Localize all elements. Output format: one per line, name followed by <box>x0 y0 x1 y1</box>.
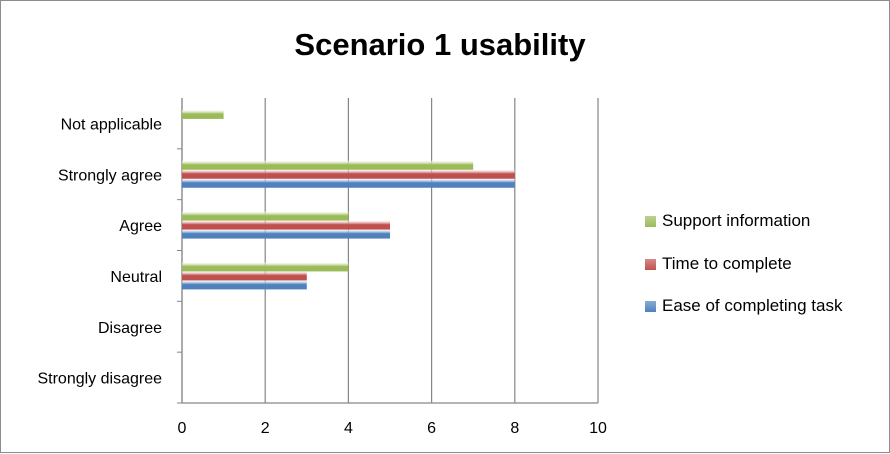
legend-item-time-to-complete: Time to complete <box>645 254 792 274</box>
y-tick-label-agree: Agree <box>119 218 162 235</box>
bar-support-information-strongly-agree <box>182 160 474 170</box>
legend-item-support-information: Support information <box>645 211 810 231</box>
legend-label-time-to-complete: Time to complete <box>662 254 792 273</box>
legend-label-ease-of-completing-task: Ease of completing task <box>662 296 843 315</box>
legend-swatch-time-to-complete <box>645 258 656 270</box>
y-tick-label-strongly-agree: Strongly agree <box>58 167 162 184</box>
bar-time-to-complete-agree <box>182 220 390 230</box>
x-tick-label-8: 8 <box>510 420 519 437</box>
y-tick-label-neutral: Neutral <box>110 269 162 286</box>
legend-swatch-ease-of-completing-task <box>645 300 656 312</box>
x-tick-label-10: 10 <box>589 420 607 437</box>
bar-time-to-complete-neutral <box>182 271 307 281</box>
bar-ease-of-completing-task-agree <box>182 229 390 239</box>
bar-time-to-complete-strongly-agree <box>182 169 515 179</box>
x-tick-label-2: 2 <box>261 420 270 437</box>
legend-swatch-support-information <box>645 215 656 227</box>
y-tick-label-not-applicable: Not applicable <box>61 116 163 133</box>
x-tick-label-6: 6 <box>427 420 436 437</box>
chart-title: Scenario 1 usability <box>294 27 586 62</box>
legend-item-ease-of-completing-task: Ease of completing task <box>645 296 842 316</box>
legend-label-support-information: Support information <box>662 211 811 230</box>
bar-ease-of-completing-task-strongly-agree <box>182 178 515 188</box>
y-tick-label-disagree: Disagree <box>98 320 162 337</box>
bar-support-information-agree <box>182 211 349 221</box>
bar-support-information-not-applicable <box>182 109 224 119</box>
bar-ease-of-completing-task-neutral <box>182 280 307 290</box>
bar-support-information-neutral <box>182 262 349 272</box>
y-tick-label-strongly-disagree: Strongly disagree <box>37 371 162 388</box>
x-tick-label-4: 4 <box>344 420 353 437</box>
x-tick-label-0: 0 <box>178 420 187 437</box>
